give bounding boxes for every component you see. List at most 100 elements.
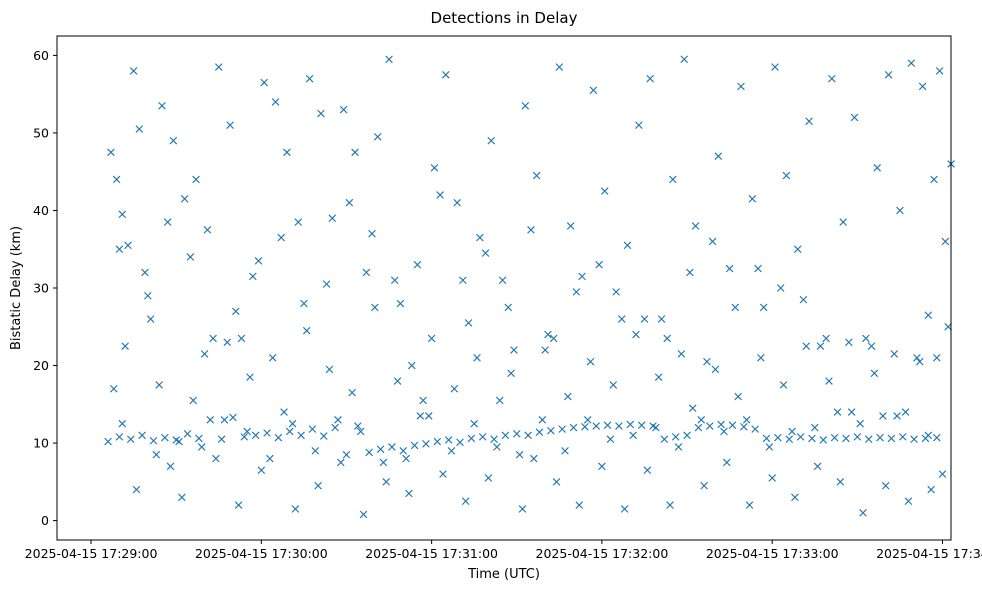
data-point — [322, 280, 331, 288]
data-point — [365, 448, 373, 457]
data-point — [918, 82, 927, 91]
data-point — [541, 346, 549, 354]
data-point — [842, 434, 850, 443]
data-point — [396, 299, 405, 308]
data-point — [879, 412, 887, 420]
data-point — [260, 78, 268, 87]
data-point — [586, 357, 595, 366]
data-point — [297, 431, 305, 440]
data-point — [345, 198, 354, 207]
data-point — [124, 241, 132, 250]
data-point — [328, 214, 337, 223]
data-point — [825, 377, 833, 385]
data-point — [371, 303, 379, 312]
data-point — [390, 276, 399, 285]
data-point — [819, 436, 828, 444]
data-point — [774, 433, 782, 442]
x-axis-label: Time (UTC) — [467, 567, 540, 582]
data-point — [643, 466, 652, 475]
data-point — [337, 458, 345, 467]
data-point — [405, 489, 413, 498]
data-point — [512, 429, 521, 438]
data-point — [158, 101, 166, 110]
data-point — [217, 435, 226, 444]
data-point — [771, 63, 779, 71]
data-point — [816, 342, 825, 350]
data-point — [745, 501, 754, 509]
data-point — [711, 365, 720, 374]
data-point — [240, 433, 249, 441]
data-point — [722, 458, 731, 467]
data-point — [569, 423, 578, 432]
data-point — [935, 67, 944, 75]
data-point — [666, 501, 674, 509]
data-point — [254, 257, 263, 265]
data-point — [118, 419, 127, 428]
data-point — [243, 427, 251, 436]
data-point — [138, 431, 146, 440]
data-point — [561, 447, 569, 455]
data-point — [163, 218, 172, 226]
data-point — [351, 148, 359, 157]
data-point — [402, 454, 410, 463]
data-point — [805, 117, 813, 126]
data-point — [887, 434, 896, 443]
data-point — [186, 253, 195, 261]
data-point — [308, 425, 317, 433]
x-tick-label: 2025-04-15 17:30:00 — [195, 546, 328, 561]
data-point — [748, 195, 757, 203]
data-point — [436, 191, 444, 199]
data-point — [654, 373, 663, 381]
data-point — [731, 303, 740, 312]
data-point — [612, 288, 620, 296]
data-point — [359, 510, 368, 519]
y-axis: 0 10 20 30 40 50 60 — [33, 48, 57, 528]
data-point — [893, 412, 901, 420]
data-point — [583, 416, 592, 424]
data-point — [751, 425, 759, 433]
data-point — [487, 136, 496, 145]
data-point — [924, 311, 933, 319]
data-point — [342, 450, 351, 459]
data-point — [703, 357, 711, 366]
data-point — [501, 431, 510, 440]
data-point — [901, 408, 910, 416]
data-point — [617, 315, 626, 323]
data-point — [271, 98, 280, 106]
data-point — [152, 450, 161, 459]
data-point — [226, 121, 234, 129]
data-point — [913, 353, 921, 362]
data-point — [237, 334, 246, 343]
data-point — [555, 63, 564, 71]
data-point — [785, 435, 794, 444]
data-point — [717, 420, 725, 429]
data-point — [356, 427, 365, 436]
data-point — [708, 237, 717, 246]
data-point — [507, 369, 515, 378]
data-point — [549, 334, 558, 343]
data-point — [896, 206, 904, 215]
data-point — [453, 198, 461, 207]
y-tick-label: 0 — [41, 513, 49, 528]
data-point — [107, 148, 115, 157]
data-point — [146, 315, 155, 323]
x-tick-label: 2025-04-15 17:34:00 — [876, 546, 982, 561]
data-point — [646, 74, 654, 83]
data-point — [510, 346, 518, 354]
data-point — [629, 431, 637, 440]
data-point — [161, 433, 169, 442]
data-point — [197, 443, 206, 451]
data-point — [442, 70, 450, 79]
data-point — [484, 474, 493, 482]
data-point — [833, 408, 842, 416]
x-tick-label: 2025-04-15 17:31:00 — [365, 546, 498, 561]
data-point — [632, 330, 640, 339]
data-point — [598, 462, 606, 471]
data-point — [104, 437, 112, 446]
data-point — [424, 412, 433, 420]
data-point — [791, 493, 799, 502]
data-point — [527, 226, 535, 234]
data-point — [427, 334, 436, 343]
x-tick-label: 2025-04-15 17:29:00 — [25, 546, 158, 561]
data-point — [589, 86, 598, 95]
